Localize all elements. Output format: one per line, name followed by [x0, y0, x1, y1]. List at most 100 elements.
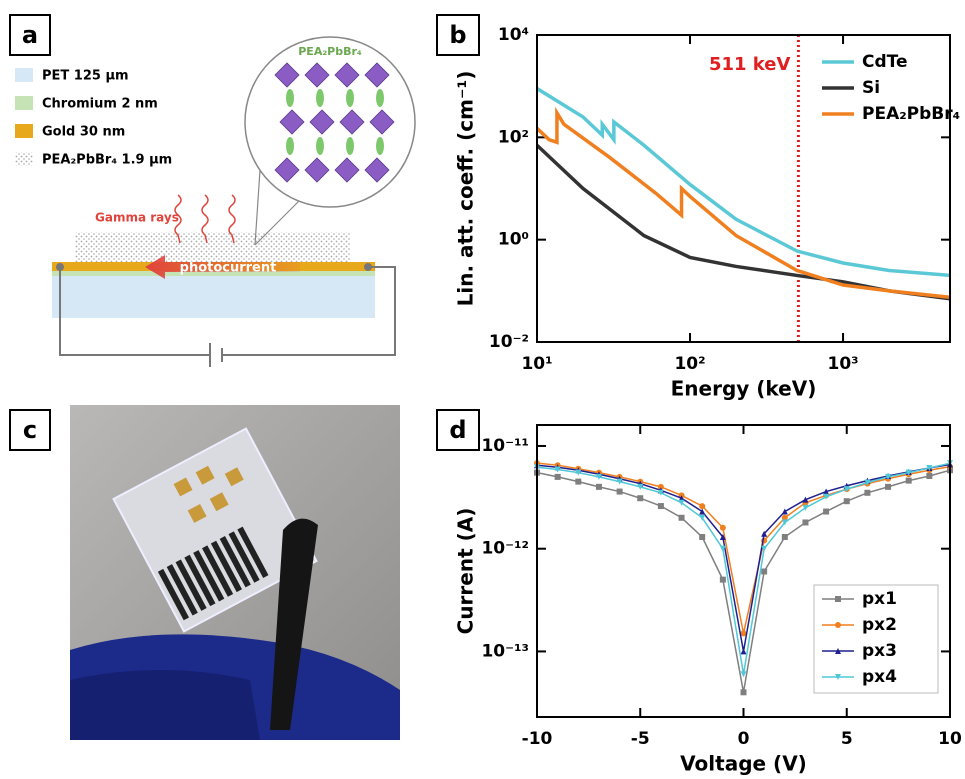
- data-point: [740, 648, 747, 655]
- y-tick-label: 10⁴: [498, 25, 529, 45]
- data-point: [781, 519, 788, 526]
- swatch: [15, 124, 33, 138]
- data-point: [802, 519, 809, 526]
- data-point: [637, 495, 644, 502]
- zoom-lines: [254, 169, 301, 246]
- data-point: [843, 498, 850, 505]
- legend-text: Chromium 2 nm: [42, 97, 158, 112]
- x-tick-label: 0: [738, 729, 750, 749]
- y-tick-label: 10²: [498, 127, 529, 147]
- y-axis-label: Lin. att. coeff. (cm⁻¹): [454, 71, 478, 307]
- x-axis-label: Energy (keV): [671, 377, 817, 401]
- data-point: [823, 493, 830, 500]
- data-point: [781, 533, 788, 540]
- data-point: [657, 503, 664, 510]
- legend-marker: [835, 622, 841, 628]
- data-point: [781, 508, 788, 515]
- data-point: [678, 514, 685, 521]
- legend-label: Si: [862, 78, 880, 98]
- legend-marker: [835, 648, 841, 654]
- data-point: [740, 671, 747, 678]
- data-point: [823, 508, 830, 515]
- legend-text: Gold 30 nm: [42, 125, 125, 140]
- legend-label: px2: [862, 615, 897, 635]
- data-point: [926, 473, 933, 480]
- contact: [364, 263, 372, 271]
- data-point: [699, 514, 706, 521]
- x-tick-label: -5: [631, 729, 650, 749]
- legend-label: CdTe: [862, 52, 908, 72]
- panel-b-label: b: [436, 14, 480, 56]
- data-point: [885, 473, 892, 480]
- data-point: [678, 495, 685, 502]
- plot-frame: [536, 424, 951, 718]
- legend-label: px1: [862, 589, 897, 609]
- data-point: [616, 478, 623, 485]
- data-point: [699, 508, 706, 515]
- data-point: [761, 568, 768, 575]
- device-photo: [70, 405, 400, 740]
- x-tick-label: 10¹: [521, 354, 552, 374]
- data-point: [740, 689, 747, 696]
- data-point: [823, 488, 830, 495]
- panel-a-label: a: [9, 14, 51, 56]
- contact: [56, 263, 64, 271]
- y-tick-label: 10⁻²: [489, 332, 529, 352]
- data-point: [802, 504, 809, 511]
- gamma-rays: [174, 194, 236, 244]
- y-tick-label: 10⁻¹¹: [481, 436, 529, 456]
- data-point: [616, 488, 623, 495]
- photocurrent-arrow: [145, 255, 300, 279]
- x-tick-label: 10³: [827, 354, 858, 374]
- swatch: [15, 96, 33, 110]
- panel-c-label: c: [9, 409, 51, 451]
- crystal: [274, 62, 395, 183]
- data-point: [885, 483, 892, 490]
- data-point: [843, 486, 850, 493]
- gamma-label: Gamma rays: [95, 211, 179, 225]
- series-line: [537, 87, 950, 278]
- pet-layer: [52, 276, 375, 318]
- data-point: [575, 469, 582, 476]
- data-point: [699, 533, 706, 540]
- data-point: [699, 503, 706, 510]
- plot-frame: [536, 34, 951, 343]
- data-point: [657, 489, 664, 496]
- swatch: [15, 68, 33, 82]
- legend-marker: [835, 596, 841, 602]
- panel-label: c: [23, 416, 37, 444]
- perovskite-layer: [75, 232, 350, 262]
- data-point: [905, 477, 912, 484]
- data-point: [926, 465, 933, 472]
- x-axis-label: Voltage (V): [680, 752, 807, 776]
- legend-label: PEA₂PbBr₄: [862, 104, 960, 124]
- legend-text: PET 125 µm: [42, 69, 129, 84]
- x-tick-label: 10²: [674, 354, 705, 374]
- annotation-text: 511 keV: [709, 54, 791, 75]
- data-point: [864, 479, 871, 486]
- panel-d-label: d: [436, 409, 480, 451]
- data-point: [595, 483, 602, 490]
- x-tick-label: -10: [522, 729, 553, 749]
- panel-label: d: [449, 416, 466, 444]
- data-point: [657, 483, 664, 490]
- data-point: [719, 533, 726, 540]
- photocurrent-label: photocurrent: [180, 261, 277, 276]
- data-point: [719, 545, 726, 552]
- x-tick-label: 5: [841, 729, 853, 749]
- data-point: [864, 489, 871, 496]
- data-point: [595, 473, 602, 480]
- swatch: [15, 152, 33, 166]
- data-point: [740, 630, 747, 637]
- crystal-label: PEA₂PbBr₄: [298, 45, 362, 58]
- data-point: [761, 545, 768, 552]
- legend-label: px3: [862, 641, 897, 661]
- panel-label: a: [22, 21, 38, 49]
- data-point: [554, 466, 561, 473]
- data-point: [802, 496, 809, 503]
- data-point: [678, 499, 685, 506]
- y-axis-label: Current (A): [454, 508, 478, 635]
- circuit: [59, 266, 396, 356]
- legend-box: [813, 584, 939, 694]
